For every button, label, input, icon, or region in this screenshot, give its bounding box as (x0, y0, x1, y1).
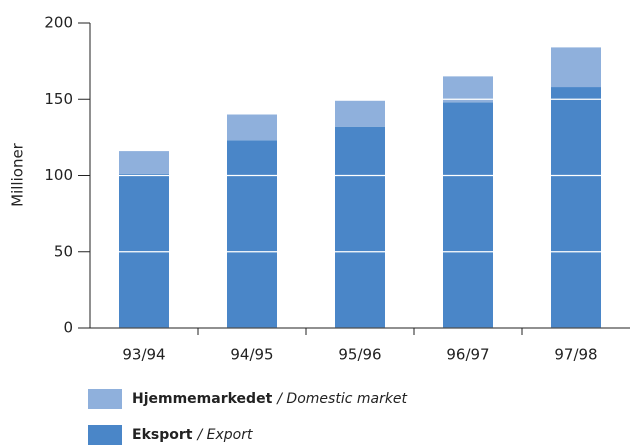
bar-segment (227, 114, 277, 141)
bar-segment (119, 173, 169, 328)
legend-swatch (88, 425, 122, 445)
legend-label: Hjemmemarkedet / Domestic market (132, 391, 408, 407)
legend-name: Eksport (132, 427, 193, 443)
bar-segment (119, 151, 169, 174)
bar-segment (551, 47, 601, 88)
x-tick-label: 95/96 (338, 346, 381, 364)
y-tick-label: 0 (63, 319, 73, 337)
y-tick-label: 50 (54, 242, 73, 260)
x-tick-label: 94/95 (230, 346, 273, 364)
legend-translation: / Domestic market (275, 391, 407, 407)
y-tick-label: 150 (44, 90, 73, 108)
bar-segment (335, 100, 385, 127)
bar-segment (443, 76, 493, 103)
x-tick-label: 97/98 (554, 346, 597, 364)
legend-swatch (88, 389, 122, 409)
y-tick-label: 100 (44, 166, 73, 184)
x-tick-label: 93/94 (122, 346, 165, 364)
x-tick-label: 96/97 (446, 346, 489, 364)
y-axis-label: Millioner (9, 142, 27, 207)
bar-segment (335, 126, 385, 328)
legend-name: Hjemmemarkedet (132, 391, 273, 407)
legend-label: Eksport / Export (132, 427, 253, 443)
bar-segment (443, 102, 493, 328)
bar-segment (227, 140, 277, 328)
bar-segment (551, 87, 601, 328)
y-tick-label: 200 (44, 14, 73, 32)
legend-translation: / Export (195, 427, 253, 443)
